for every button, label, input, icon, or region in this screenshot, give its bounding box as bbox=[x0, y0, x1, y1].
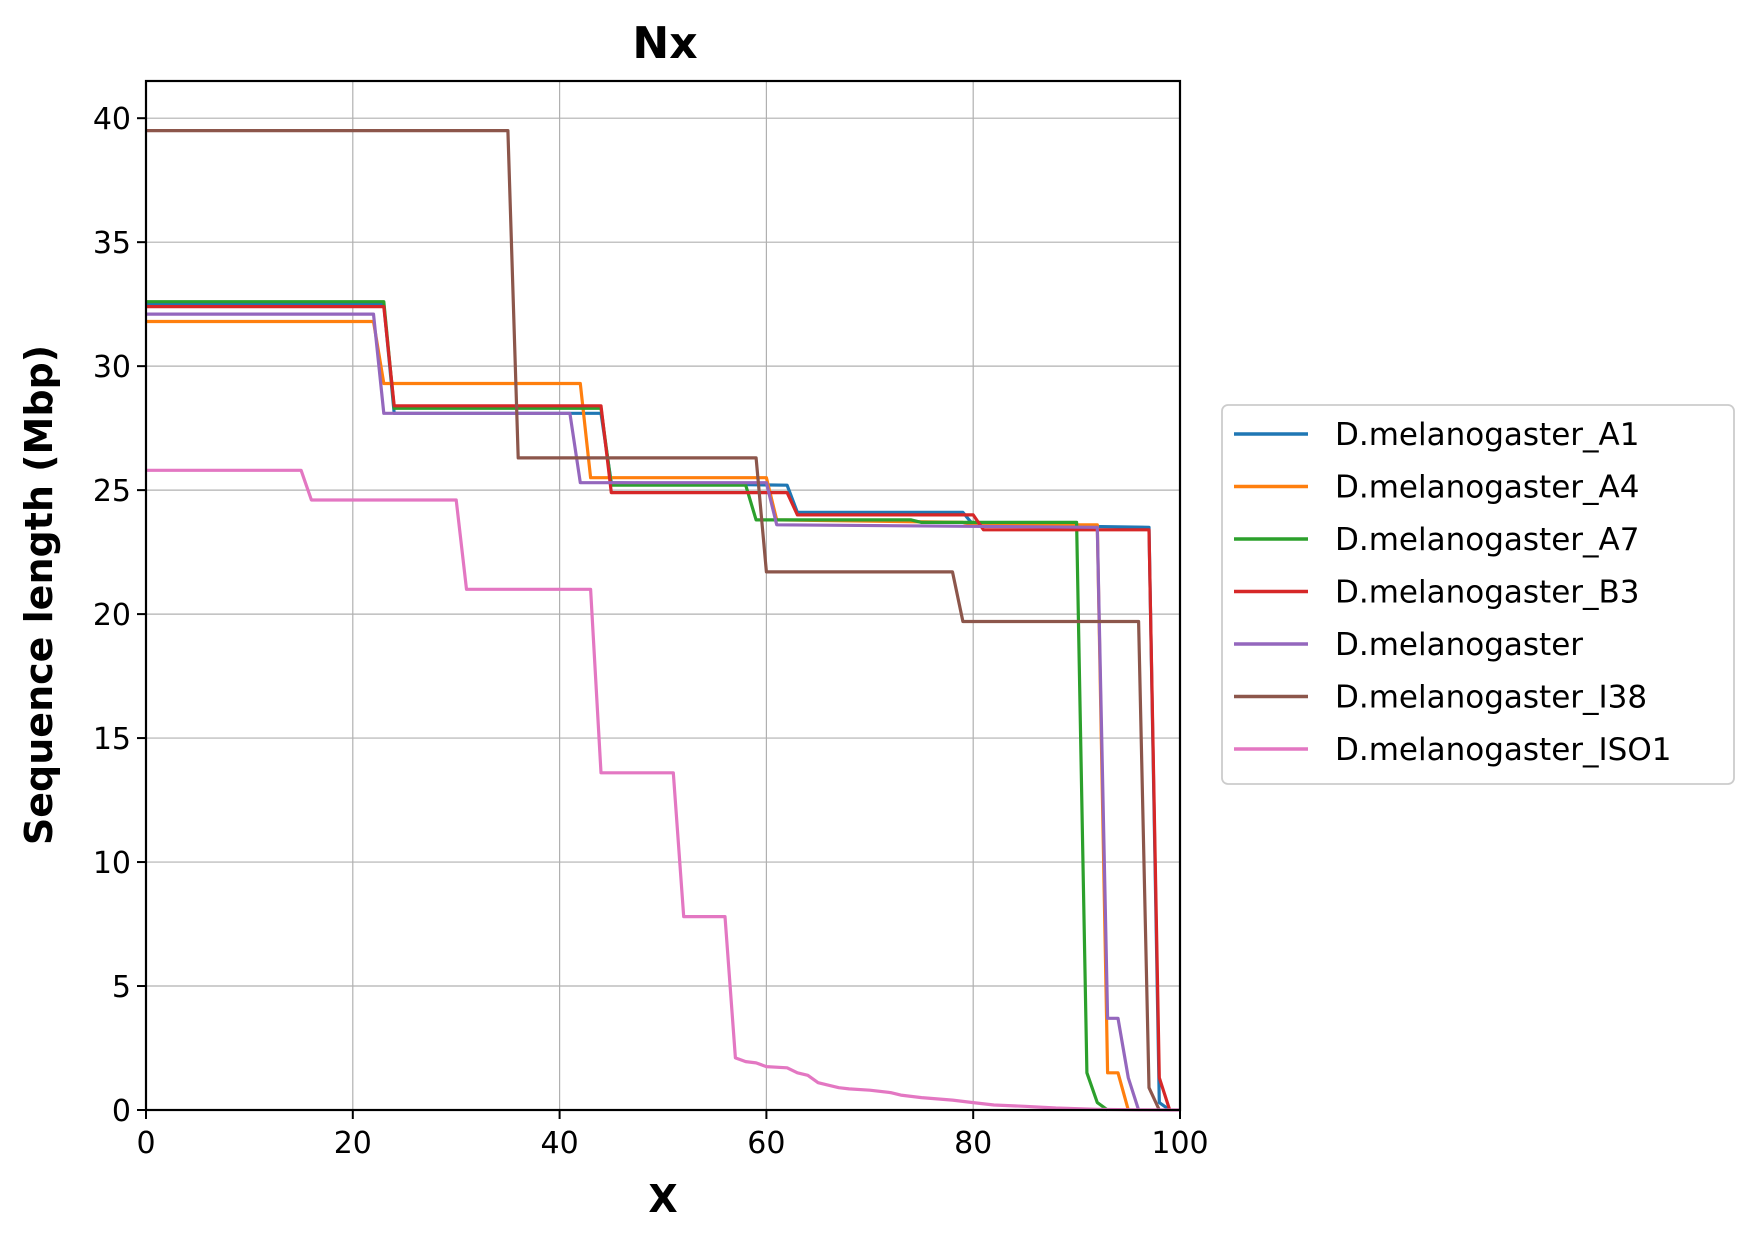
legend-label: D.melanogaster_B3 bbox=[1335, 575, 1640, 611]
series-line-d-melanogaster bbox=[146, 312, 1141, 1111]
x-tick-label: 0 bbox=[136, 1126, 155, 1161]
grid bbox=[145, 81, 1181, 1111]
x-tick-label: 80 bbox=[954, 1126, 992, 1161]
chart-title: Nx bbox=[632, 18, 697, 69]
y-tick-label: 35 bbox=[93, 226, 131, 261]
y-tick-label: 40 bbox=[93, 102, 131, 137]
y-tick-label: 10 bbox=[93, 846, 131, 881]
legend-label: D.melanogaster_A7 bbox=[1335, 522, 1639, 558]
x-tick-label: 100 bbox=[1151, 1126, 1208, 1161]
x-tick-label: 60 bbox=[747, 1126, 785, 1161]
y-tick-label: 0 bbox=[112, 1094, 131, 1129]
legend-label: D.melanogaster_A1 bbox=[1335, 417, 1639, 453]
x-axis-ticks: 0 20 40 60 80 100 bbox=[136, 1110, 1209, 1161]
series-line-d-melanogaster-b3 bbox=[146, 305, 1172, 1111]
legend-label: D.melanogaster_ISO1 bbox=[1335, 732, 1671, 768]
y-tick-label: 5 bbox=[112, 970, 131, 1005]
legend-box bbox=[1221, 404, 1735, 785]
series-line-d-melanogaster-i38 bbox=[146, 129, 1161, 1111]
plot-area-series bbox=[146, 129, 1181, 1112]
x-tick-label: 40 bbox=[541, 1126, 579, 1161]
y-tick-label: 25 bbox=[93, 474, 131, 509]
x-axis-label: X bbox=[648, 1177, 677, 1221]
legend-label: D.melanogaster_I38 bbox=[1335, 680, 1647, 716]
y-tick-label: 20 bbox=[93, 598, 131, 633]
legend-label: D.melanogaster_A4 bbox=[1335, 470, 1639, 506]
y-tick-label: 30 bbox=[93, 350, 131, 385]
plot-frame bbox=[144, 79, 1182, 1112]
y-tick-label: 15 bbox=[93, 722, 131, 757]
x-tick-label: 20 bbox=[334, 1126, 372, 1161]
series-line-d-melanogaster-a7 bbox=[146, 300, 1109, 1112]
y-axis-label: Sequence length (Mbp) bbox=[17, 345, 61, 845]
y-axis-ticks: 0 5 10 15 20 25 30 35 40 bbox=[93, 102, 146, 1129]
legend: D.melanogaster_A1 D.melanogaster_A4 D.mela… bbox=[1221, 404, 1735, 785]
legend-label: D.melanogaster bbox=[1335, 627, 1583, 663]
series-line-d-melanogaster-iso1 bbox=[146, 468, 1181, 1112]
